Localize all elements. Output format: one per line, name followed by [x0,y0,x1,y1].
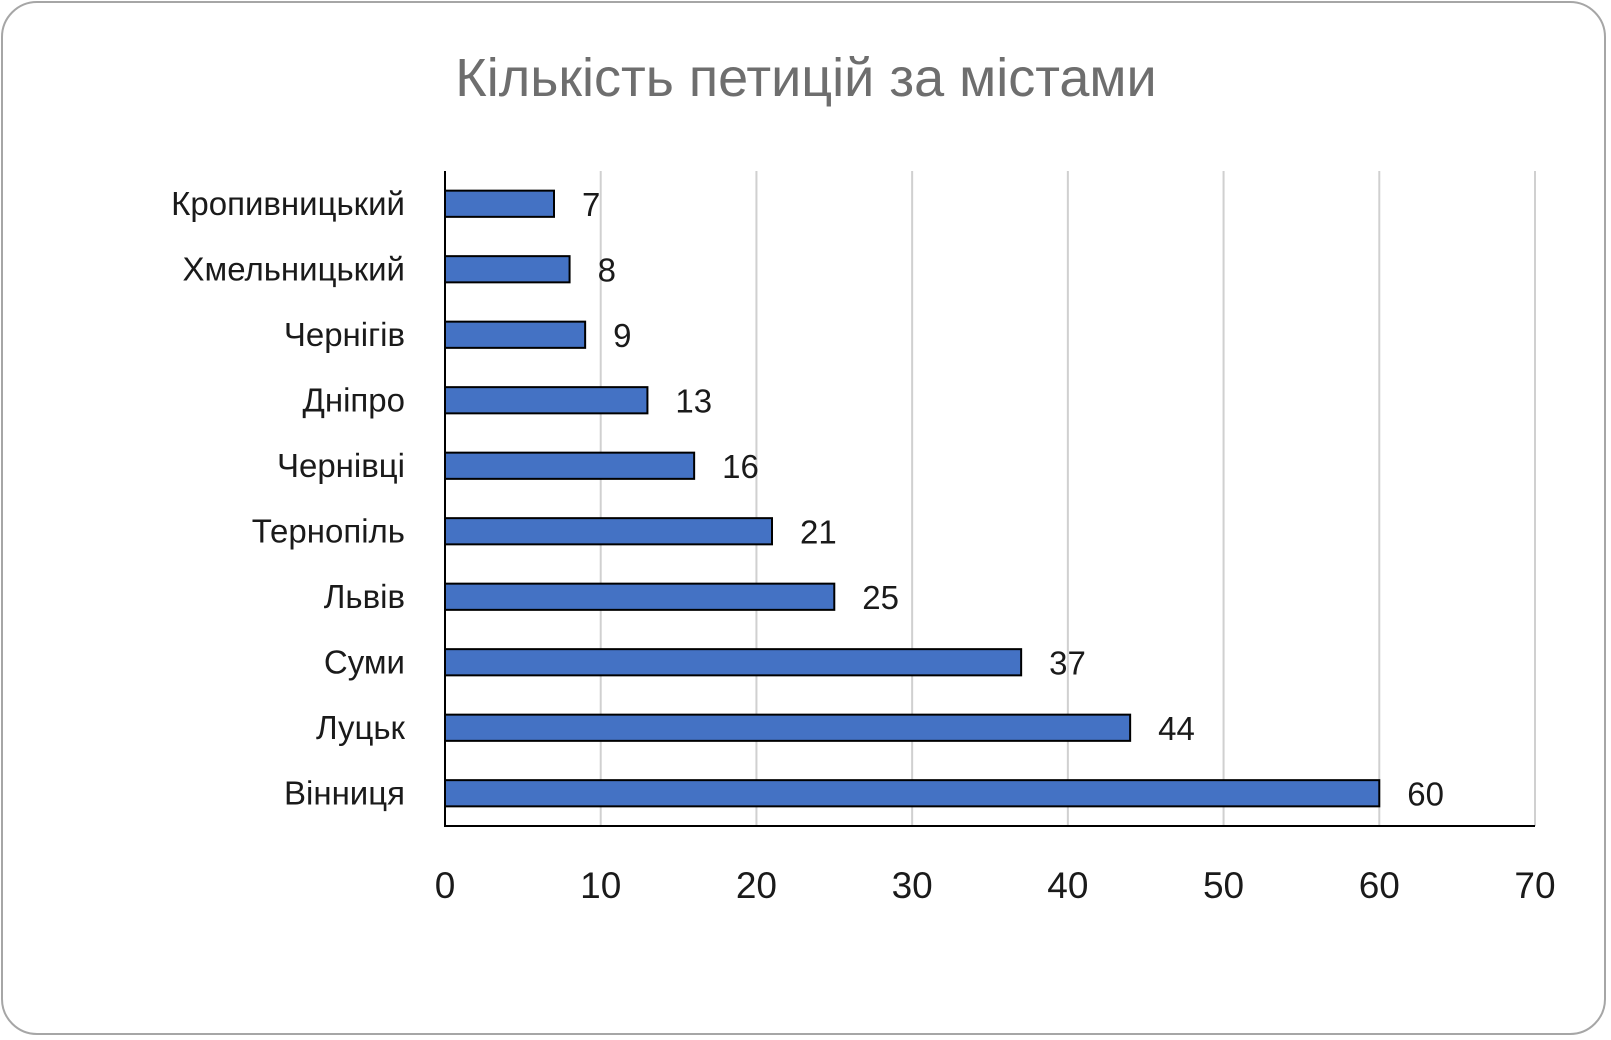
category-label: Львів [324,578,405,615]
value-label: 9 [613,317,631,354]
category-label: Дніпро [303,381,405,418]
category-label: Чернігів [284,316,405,353]
bar [444,582,836,611]
value-labels: 7 8 9 13 16 21 25 37 44 60 [582,186,1444,813]
bar [444,451,696,480]
x-tick-label: 10 [580,865,621,906]
x-tick-label: 20 [736,865,777,906]
value-label: 21 [800,513,837,550]
bars [444,189,1381,808]
x-tick-label: 70 [1514,865,1555,906]
x-tick-label: 40 [1047,865,1088,906]
value-label: 7 [582,186,600,223]
axes [444,171,1535,827]
category-label: Суми [324,643,405,680]
value-label: 16 [722,448,759,485]
bar [444,320,587,349]
value-label: 37 [1049,644,1086,681]
bar [444,779,1381,808]
bar [444,648,1023,677]
bar [444,189,555,218]
value-label: 8 [598,251,616,288]
chart-title: Кількість петицій за містами [455,48,1156,108]
value-label: 13 [675,382,712,419]
bar [444,255,571,284]
category-labels: Кропивницький Хмельницький Чернігів Дніпро Ч… [171,185,405,812]
x-tick-label: 30 [892,865,933,906]
value-label: 44 [1158,710,1195,747]
bar [444,713,1132,742]
value-label: 25 [862,579,899,616]
category-label: Кропивницький [171,185,405,222]
category-label: Чернівці [277,447,405,484]
bar [444,517,773,546]
x-tick-label: 50 [1203,865,1244,906]
value-label: 60 [1407,775,1444,812]
x-tick-label: 0 [435,865,456,906]
category-label: Луцьк [316,709,406,746]
category-label: Хмельницький [183,250,405,287]
bar [444,386,649,415]
x-tick-label: 60 [1359,865,1400,906]
category-label: Вінниця [284,774,405,811]
category-label: Тернопіль [252,512,405,549]
x-tick-labels: 0 10 20 30 40 50 60 70 [435,865,1556,906]
